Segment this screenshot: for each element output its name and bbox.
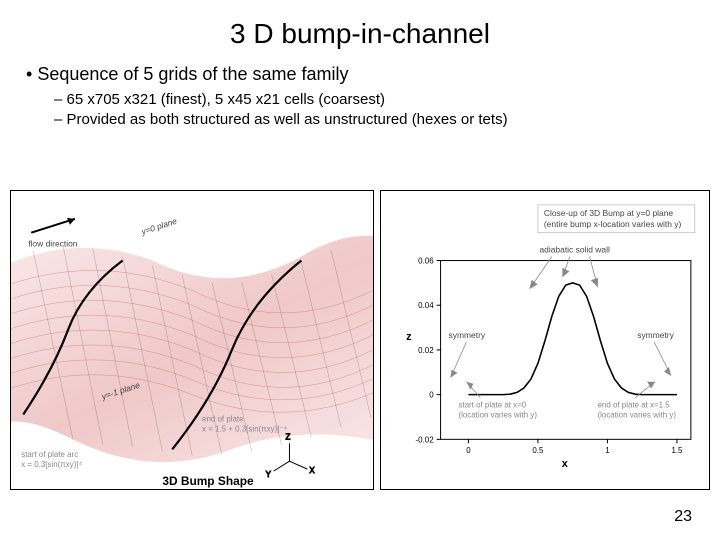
svg-text:0.04: 0.04	[418, 301, 434, 310]
svg-text:y=0 plane: y=0 plane	[139, 216, 178, 237]
svg-text:Close-up of 3D Bump at y=0 pla: Close-up of 3D Bump at y=0 plane	[544, 208, 674, 218]
svg-text:flow direction: flow direction	[28, 239, 78, 249]
svg-text:X: X	[309, 466, 315, 475]
bullet-list: Sequence of 5 grids of the same family 6…	[0, 64, 720, 128]
bullet-sub2: Provided as both structured as well as u…	[54, 111, 700, 128]
closeup-chart-svg: Close-up of 3D Bump at y=0 plane (entire…	[381, 191, 709, 489]
xyz-axes-icon: X Y Z	[266, 432, 316, 479]
svg-text:1: 1	[605, 446, 610, 455]
figure-row: flow direction y=0 plane y=-1 plane star…	[10, 190, 710, 490]
svg-text:end of plate: end of plate	[202, 414, 244, 423]
svg-text:start of plate at x=0: start of plate at x=0	[459, 401, 527, 410]
svg-text:Y: Y	[266, 470, 272, 479]
svg-text:(location varies with y): (location varies with y)	[459, 410, 538, 419]
svg-text:-0.02: -0.02	[416, 435, 435, 444]
svg-text:z: z	[406, 331, 412, 343]
svg-text:0.02: 0.02	[418, 346, 434, 355]
svg-text:x = 0.3[sin(πxy)]⁴: x = 0.3[sin(πxy)]⁴	[21, 460, 82, 469]
svg-text:0: 0	[429, 391, 434, 400]
bullet-sub1: 65 x705 x321 (finest), 5 x45 x21 cells (…	[54, 91, 700, 108]
svg-text:0.06: 0.06	[418, 257, 434, 266]
svg-text:end of plate at x=1.5: end of plate at x=1.5	[598, 401, 671, 410]
page-number: 23	[674, 508, 692, 526]
bullet-main: Sequence of 5 grids of the same family	[26, 64, 700, 85]
svg-text:x = 1.5 + 0.3[sin(πxy)]⁻⁴: x = 1.5 + 0.3[sin(πxy)]⁻⁴	[202, 424, 288, 433]
left-figure-caption: 3D Bump Shape	[162, 474, 254, 488]
svg-text:symmetry: symmetry	[637, 330, 674, 340]
svg-text:1.5: 1.5	[672, 446, 684, 455]
svg-text:symmetry: symmetry	[449, 330, 486, 340]
bump-3d-svg: flow direction y=0 plane y=-1 plane star…	[11, 191, 373, 489]
svg-text:start of plate arc: start of plate arc	[21, 450, 78, 459]
figure-right-closeup-chart: Close-up of 3D Bump at y=0 plane (entire…	[380, 190, 710, 490]
svg-text:(location varies with y): (location varies with y)	[598, 410, 677, 419]
slide-title: 3 D bump-in-channel	[0, 0, 720, 64]
svg-text:(entire bump x-location varies: (entire bump x-location varies with y)	[544, 219, 682, 229]
svg-text:Z: Z	[285, 432, 290, 441]
svg-text:x: x	[562, 458, 568, 470]
svg-text:adiabatic solid wall: adiabatic solid wall	[540, 245, 610, 255]
svg-text:0.5: 0.5	[533, 446, 545, 455]
svg-text:0: 0	[466, 446, 471, 455]
flow-arrow: flow direction	[28, 218, 78, 249]
figure-left-3d-bump: flow direction y=0 plane y=-1 plane star…	[10, 190, 374, 490]
